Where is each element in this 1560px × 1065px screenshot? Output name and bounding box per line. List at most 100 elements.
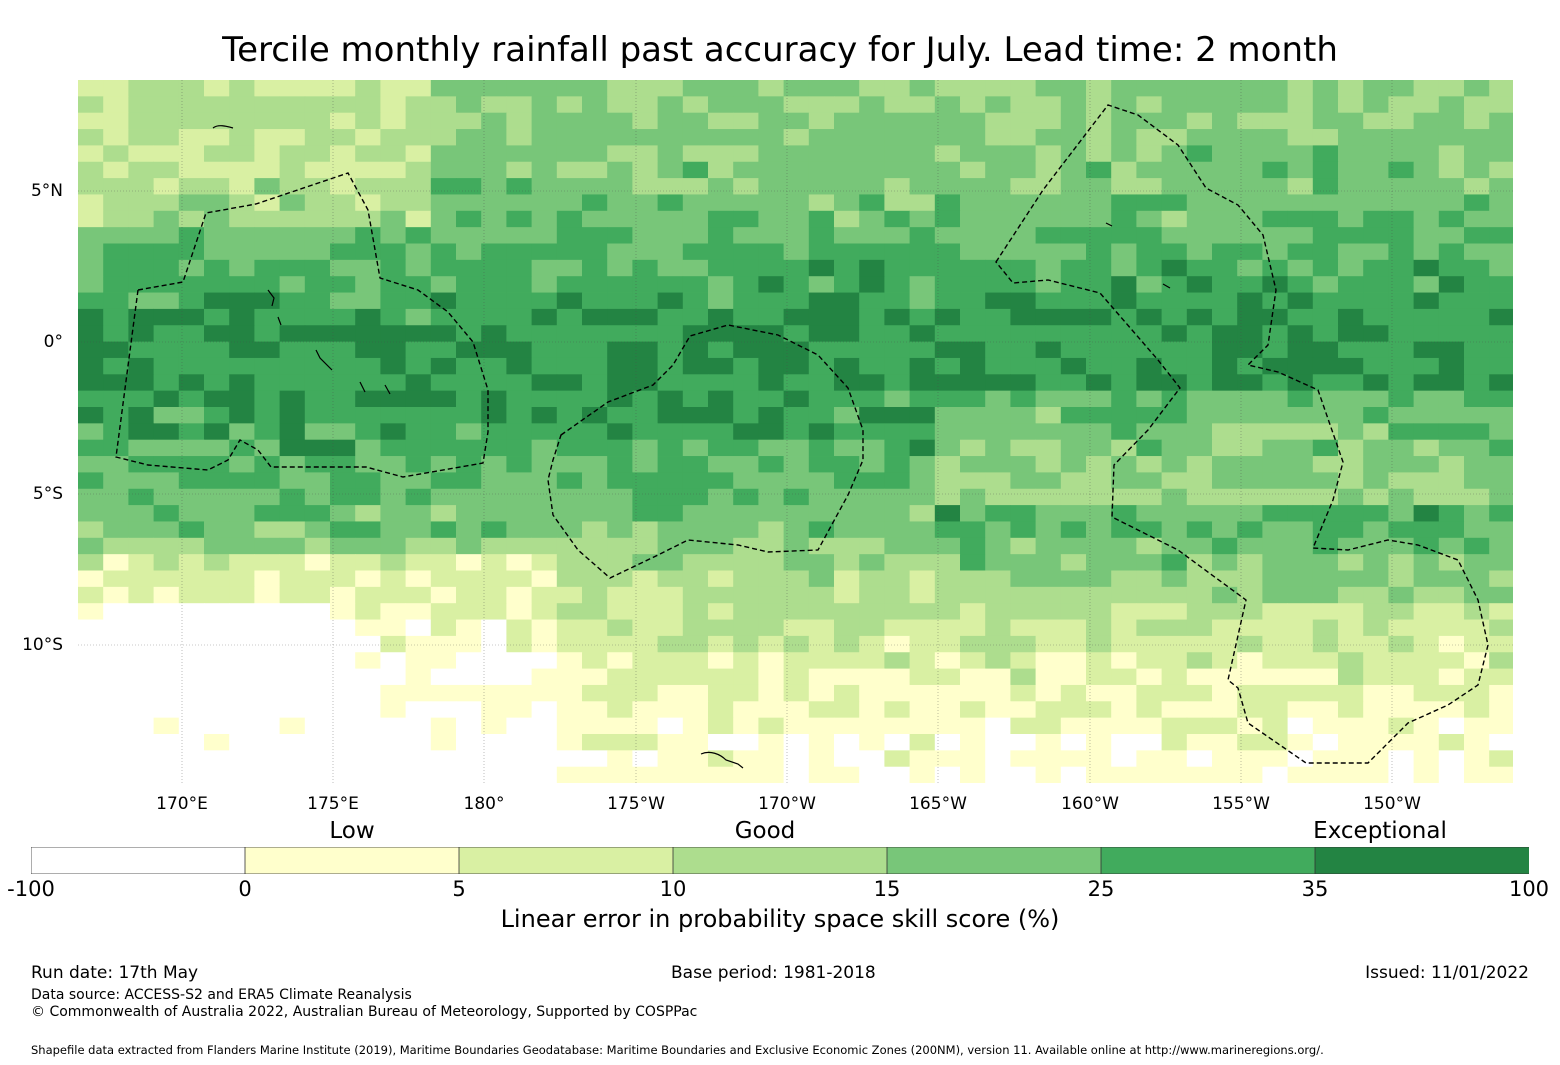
grid-cell	[582, 488, 608, 506]
grid-cell	[304, 635, 331, 653]
grid-cell	[632, 766, 658, 783]
grid-cell	[229, 537, 255, 555]
colorbar-tick: 25	[1087, 877, 1115, 901]
grid-cell	[430, 521, 457, 539]
grid-cell	[708, 701, 734, 719]
grid-cell	[279, 341, 306, 359]
grid-cell	[1287, 766, 1314, 783]
grid-cell	[279, 161, 306, 179]
grid-cell	[934, 750, 961, 768]
grid-cell	[304, 194, 331, 212]
grid-cell	[128, 194, 154, 212]
grid-cell	[1060, 439, 1087, 457]
grid-cell	[607, 472, 633, 490]
grid-cell	[960, 243, 986, 261]
grid-cell	[1086, 766, 1112, 783]
grid-cell	[682, 554, 709, 571]
grid-cell	[1438, 570, 1465, 588]
grid-cell	[582, 668, 608, 686]
grid-cell	[1489, 227, 1513, 244]
grid-cell	[808, 423, 835, 441]
grid-cell	[1363, 717, 1389, 735]
grid-cell	[556, 505, 583, 522]
grid-cell	[1136, 112, 1162, 130]
grid-cell	[808, 357, 835, 375]
grid-cell	[758, 456, 784, 473]
grid-cell	[556, 357, 583, 375]
grid-cell	[1438, 243, 1465, 261]
grid-cell	[1086, 374, 1112, 392]
grid-cell	[1489, 292, 1513, 310]
grid-cell	[960, 717, 986, 735]
grid-cell	[1237, 734, 1263, 751]
grid-cell	[859, 243, 885, 261]
grid-cell	[657, 750, 684, 768]
grid-cell	[582, 619, 608, 637]
grid-cell	[834, 766, 860, 783]
grid-cell	[1186, 243, 1213, 261]
grid-cell	[355, 308, 381, 326]
grid-cell	[733, 308, 759, 326]
grid-cell	[808, 717, 835, 735]
grid-cell	[531, 80, 558, 97]
grid-cell	[1413, 505, 1440, 522]
grid-cell	[1489, 456, 1513, 473]
grid-cell	[456, 80, 482, 97]
grid-cell	[632, 684, 658, 702]
grid-cell	[204, 210, 230, 228]
colorbar-tick: -100	[7, 877, 55, 901]
grid-cell	[1489, 210, 1513, 228]
grid-cell	[783, 259, 810, 277]
grid-cell	[1388, 750, 1414, 768]
grid-cell	[985, 603, 1011, 620]
grid-cell	[556, 488, 583, 506]
grid-cell	[985, 766, 1011, 783]
grid-cell	[1237, 145, 1263, 163]
grid-cell	[1237, 635, 1263, 653]
grid-cell	[1086, 145, 1112, 163]
grid-cell	[1363, 505, 1389, 522]
shapefile-credit: Shapefile data extracted from Flanders M…	[31, 1043, 1324, 1057]
grid-cell	[1237, 374, 1263, 392]
grid-cell	[531, 505, 558, 522]
grid-cell	[405, 701, 432, 719]
grid-cell	[456, 537, 482, 555]
grid-cell	[733, 325, 759, 342]
category-exceptional: Exceptional	[1313, 818, 1447, 844]
grid-cell	[1212, 178, 1238, 195]
grid-cell	[1186, 635, 1213, 653]
grid-cell	[153, 259, 180, 277]
grid-cell	[430, 145, 457, 163]
grid-cell	[1060, 357, 1087, 375]
grid-cell	[1464, 96, 1490, 114]
grid-cell	[128, 554, 154, 571]
grid-cell	[1338, 390, 1364, 408]
grid-cell	[1161, 668, 1188, 686]
grid-cell	[708, 652, 734, 669]
grid-cell	[506, 586, 532, 604]
grid-cell	[708, 161, 734, 179]
grid-cell	[1111, 243, 1137, 261]
grid-cell	[430, 701, 457, 719]
grid-cell	[1312, 521, 1339, 539]
grid-cell	[1010, 750, 1036, 768]
grid-cell	[934, 439, 961, 457]
grid-cell	[1060, 129, 1087, 146]
grid-cell	[1186, 668, 1213, 686]
grid-cell	[909, 488, 936, 506]
grid-cell	[985, 423, 1011, 441]
grid-cell	[1287, 80, 1314, 97]
grid-cell	[178, 684, 205, 702]
grid-cell	[531, 537, 558, 555]
grid-cell	[178, 456, 205, 473]
grid-cell	[78, 210, 104, 228]
grid-cell	[1136, 668, 1162, 686]
grid-cell	[456, 325, 482, 342]
grid-cell	[960, 374, 986, 392]
grid-cell	[859, 96, 885, 114]
grid-cell	[456, 259, 482, 277]
grid-cell	[430, 357, 457, 375]
grid-cell	[330, 194, 356, 212]
grid-cell	[78, 635, 104, 653]
grid-cell	[1060, 456, 1087, 473]
